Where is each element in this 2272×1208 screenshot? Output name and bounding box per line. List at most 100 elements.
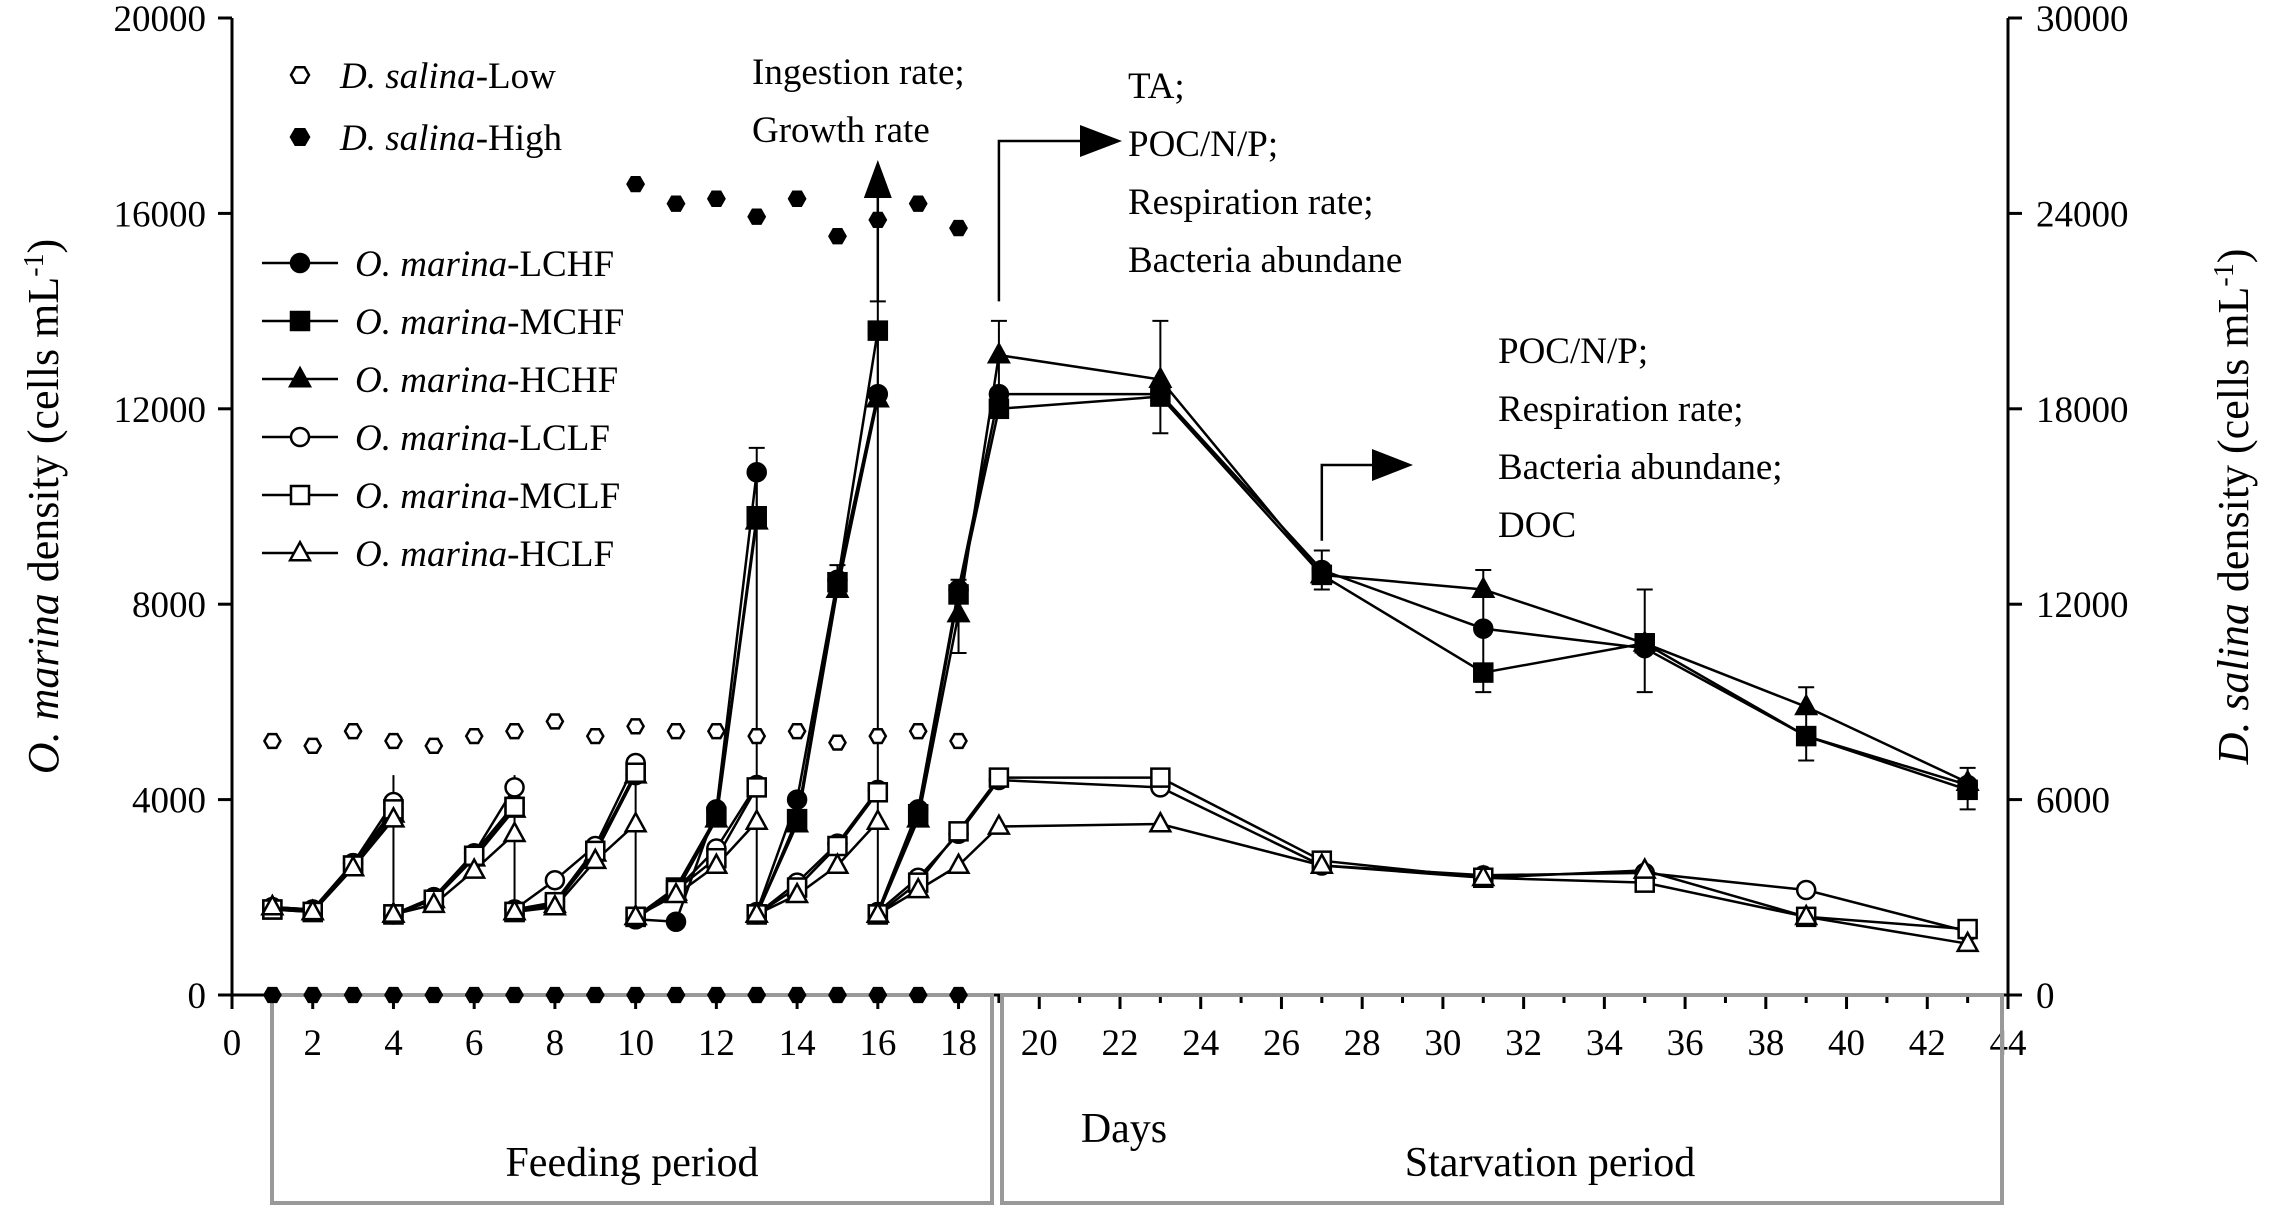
- point-dsalinahigh: [747, 208, 767, 225]
- point-dsalinazero: [666, 986, 686, 1004]
- feeding-period-label: Feeding period: [505, 1140, 758, 1186]
- point-dsalinazero: [384, 986, 403, 1004]
- point-omarinahchf: [986, 341, 1011, 364]
- left-tick-label-4000: 4000: [132, 781, 206, 822]
- point-omarinahclf: [1794, 903, 1819, 926]
- annotation-mid-starvation-2: Bacteria abundane;: [1498, 447, 1783, 488]
- point-omarinamchf: [1795, 725, 1817, 747]
- series-line-omarinahclf-5: [877, 822, 1968, 945]
- point-omarinahchf: [1471, 576, 1496, 598]
- series-line-omarinalchf-4: [755, 393, 880, 913]
- left-tick-label-16000: 16000: [114, 194, 207, 235]
- point-omarinahclf: [663, 881, 689, 904]
- point-dsalinazero: [706, 986, 726, 1004]
- series-line-omarinalchf-1: [393, 803, 516, 916]
- point-omarinahclf: [785, 881, 810, 904]
- annotation-starvation-start-2: Respiration rate;: [1128, 182, 1374, 223]
- left-axis-title: O. marina density (cells mL-1): [19, 239, 69, 774]
- annotation-starvation-start-1: POC/N/P;: [1128, 124, 1278, 165]
- point-omarinahchf: [1794, 693, 1819, 716]
- legend-omarina-label-4-part-1: -MCLF: [507, 476, 620, 517]
- point-omarinahclf: [421, 891, 446, 914]
- series-line-omarinamclf-1: [393, 806, 516, 916]
- point-omarinalchf: [746, 462, 767, 483]
- point-omarinahclf: [542, 893, 567, 916]
- legend-omarina-label-4-part-0: O. marina: [355, 476, 507, 517]
- point-omarinamchf: [867, 320, 889, 341]
- point-omarinahclf: [1632, 857, 1657, 879]
- point-dsalinalow: [908, 723, 928, 740]
- legend-omarina-label-0-part-1: -LCHF: [507, 244, 614, 285]
- x-tick-label-34: 34: [1586, 1023, 1623, 1064]
- point-dsalinazero: [787, 986, 807, 1004]
- legend-omarina-marker-0: [289, 252, 311, 274]
- starvation-box: [1000, 993, 2004, 1205]
- right-tick-label-18000: 18000: [2036, 390, 2129, 431]
- legend-omarina-label-3-part-0: O. marina: [355, 418, 507, 459]
- legend-omarina-marker-3: [289, 426, 311, 448]
- point-dsalinazero: [626, 986, 646, 1004]
- series-line-omarinahchf-4: [755, 398, 880, 915]
- series-line-omarinahclf-4: [756, 820, 879, 916]
- point-dsalinalow: [949, 732, 968, 750]
- point-dsalinazero: [868, 986, 888, 1004]
- point-omarinahclf: [502, 898, 527, 921]
- point-omarinahchf: [1955, 769, 1980, 791]
- right-axis-title-part-1: density (cells mL: [2209, 287, 2258, 604]
- point-dsalinalow: [384, 732, 403, 750]
- point-omarinamclf: [948, 821, 969, 842]
- point-dsalinalow: [787, 723, 807, 740]
- annotation-mid-starvation-0: POC/N/P;: [1498, 331, 1648, 372]
- point-omarinahclf: [865, 808, 890, 831]
- point-omarinahclf: [986, 813, 1011, 835]
- left-tick-label-20000: 20000: [114, 0, 207, 40]
- point-omarinahclf: [1471, 864, 1496, 887]
- annotation-starvation-start-0: TA;: [1128, 66, 1185, 107]
- point-omarinalchf: [665, 911, 687, 932]
- point-omarinamclf: [746, 777, 767, 798]
- series-line-omarinahclf-3: [635, 820, 758, 918]
- point-dsalinazero: [343, 986, 363, 1004]
- point-omarinamclf: [867, 782, 889, 803]
- point-dsalinahigh: [787, 190, 807, 207]
- annotations-layer: Ingestion rate; Growth rate TA; POC/N/P; Res…: [752, 52, 1783, 546]
- point-omarinahclf: [381, 901, 406, 923]
- x-tick-label-32: 32: [1505, 1023, 1542, 1064]
- point-omarinahchf: [1632, 629, 1657, 652]
- legend-dsalina-label-1-part-0: D. salina: [339, 118, 476, 159]
- point-dsalinalow: [545, 713, 565, 730]
- right-tick-label-0: 0: [2036, 976, 2055, 1017]
- legend-omarina-label-2-part-0: O. marina: [355, 360, 507, 401]
- point-omarinahclf: [583, 847, 608, 870]
- point-omarinamclf: [504, 796, 525, 818]
- left-axis-title-part-2: -1: [19, 253, 50, 276]
- annotation-ingestion-0: Ingestion rate;: [752, 52, 965, 93]
- point-dsalinalow: [585, 727, 605, 745]
- starvation-period-label: Starvation period: [1405, 1140, 1695, 1186]
- starvation-arrow-head: [1080, 125, 1122, 157]
- left-axis-title-part-1: density (cells mL: [19, 277, 68, 594]
- right-axis-title-part-0: D. salina: [2209, 603, 2258, 765]
- right-axis-title-part-2: -1: [2209, 263, 2240, 286]
- point-omarinahclf: [462, 857, 487, 879]
- point-omarinalchf: [1473, 618, 1494, 639]
- legend-omarina-label-3: O. marina-LCLF: [355, 418, 610, 459]
- legend-omarina-label-5-part-1: -HCLF: [507, 534, 614, 575]
- point-omarinahchf: [785, 810, 810, 833]
- point-omarinahchf: [865, 385, 890, 408]
- x-tick-label-36: 36: [1667, 1023, 1704, 1064]
- legend-omarina-label-2: O. marina-HCHF: [355, 360, 618, 401]
- point-dsalinazero: [828, 986, 847, 1004]
- annotation-mid-starvation-3: DOC: [1498, 505, 1576, 546]
- series-line-omarinamclf-3: [634, 786, 758, 918]
- point-omarinahchf: [825, 576, 850, 598]
- point-omarinahclf: [300, 898, 325, 921]
- legend-omarina-label-4: O. marina-MCLF: [355, 476, 620, 517]
- series-line-omarinamchf-0: [272, 808, 395, 914]
- point-omarinalclf: [504, 777, 525, 798]
- point-dsalinalow: [868, 727, 888, 745]
- point-omarinalclf: [544, 869, 566, 891]
- series-line-omarinalchf-5: [876, 392, 1968, 913]
